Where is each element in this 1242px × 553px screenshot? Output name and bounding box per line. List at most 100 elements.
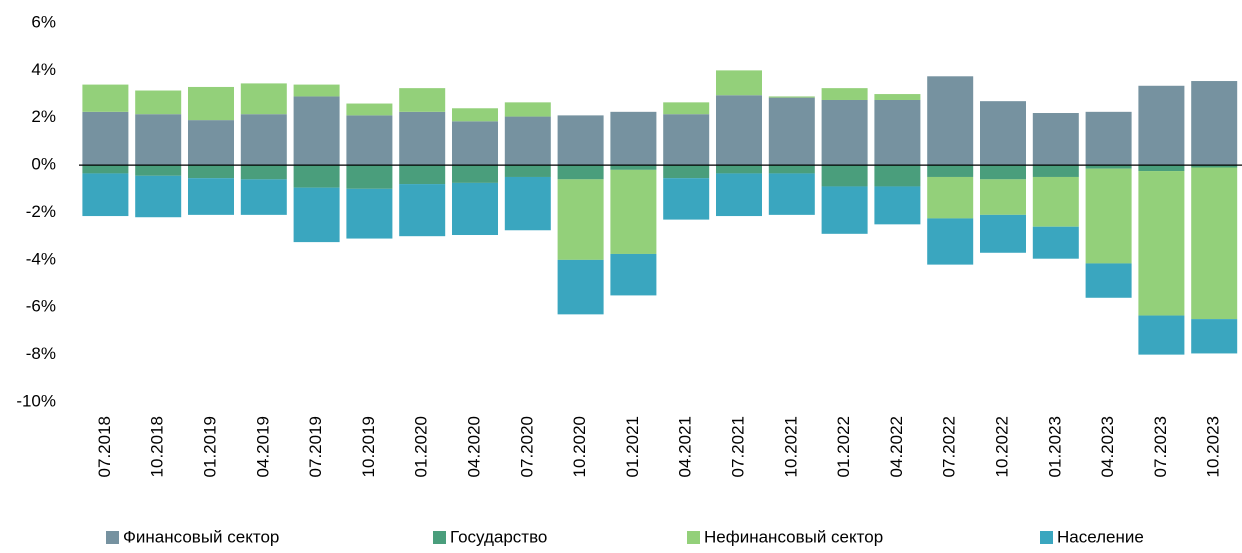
bar-segment bbox=[82, 111, 129, 166]
bar-segment bbox=[188, 120, 234, 166]
bar-segment bbox=[821, 88, 868, 100]
bar-segment bbox=[610, 111, 657, 166]
x-tick-label: 10.2019 bbox=[359, 416, 378, 477]
x-tick-label: 07.2021 bbox=[728, 416, 747, 477]
bar-segment bbox=[240, 83, 287, 115]
bar-segment bbox=[346, 103, 393, 116]
bar-segment bbox=[504, 102, 551, 117]
y-tick-label: 6% bbox=[31, 12, 56, 31]
bar-segment bbox=[293, 84, 340, 97]
bar-segment bbox=[399, 111, 446, 166]
bar-segment bbox=[293, 165, 340, 188]
bar-segment bbox=[927, 76, 974, 166]
bar-segment bbox=[1138, 85, 1185, 166]
bar-segment bbox=[610, 165, 657, 170]
bar-segment bbox=[716, 173, 762, 217]
bar-segment bbox=[557, 165, 604, 180]
bar-segment bbox=[1138, 165, 1185, 172]
bar-segment bbox=[927, 176, 974, 219]
bar-segment bbox=[399, 88, 446, 112]
bar-segment bbox=[1085, 165, 1132, 169]
bar-segment bbox=[557, 115, 604, 166]
bar-segment bbox=[1032, 113, 1079, 166]
bar-segment bbox=[663, 102, 710, 115]
bar-segment bbox=[1085, 111, 1132, 166]
x-tick-label: 04.2019 bbox=[253, 416, 272, 477]
bar-segment bbox=[980, 101, 1026, 166]
bar-segment bbox=[1032, 226, 1079, 259]
bar-segment bbox=[452, 108, 498, 122]
bar-segment bbox=[135, 90, 182, 115]
bar-segment bbox=[135, 114, 182, 166]
bar-segment bbox=[610, 253, 657, 296]
bar-segment bbox=[1032, 176, 1079, 227]
bar-segment bbox=[504, 116, 551, 166]
bar-segment bbox=[346, 115, 393, 166]
bar-segment bbox=[874, 186, 921, 225]
bar-segment bbox=[821, 186, 868, 234]
x-tick-label: 07.2022 bbox=[940, 416, 959, 477]
legend-swatch bbox=[687, 531, 700, 544]
x-tick-label: 10.2020 bbox=[570, 416, 589, 477]
bar-segment bbox=[240, 179, 287, 215]
bar-segment bbox=[293, 96, 340, 166]
x-tick-label: 01.2022 bbox=[834, 416, 853, 477]
x-tick-label: 01.2023 bbox=[1045, 416, 1064, 477]
bar-segment bbox=[874, 99, 921, 166]
x-tick-label: 07.2019 bbox=[306, 416, 325, 477]
bar-segment bbox=[716, 70, 762, 96]
x-tick-label: 10.2021 bbox=[781, 416, 800, 477]
bar-segment bbox=[346, 188, 393, 239]
legend-label: Нефинансовый сектор bbox=[704, 527, 883, 546]
bar-segment bbox=[1191, 319, 1238, 354]
bar-segment bbox=[874, 165, 921, 187]
bar-segment bbox=[452, 121, 498, 166]
bar-segment bbox=[716, 165, 762, 174]
bar-segment bbox=[1085, 168, 1132, 264]
bar-segment bbox=[663, 165, 710, 179]
y-tick-label: 4% bbox=[31, 60, 56, 79]
y-tick-label: -2% bbox=[26, 202, 56, 221]
bar-segment bbox=[452, 165, 498, 183]
bar-segment bbox=[346, 165, 393, 189]
bar-segment bbox=[1191, 165, 1238, 168]
x-tick-label: 01.2021 bbox=[623, 416, 642, 477]
bar-segment bbox=[1032, 165, 1079, 177]
legend-label: Население bbox=[1057, 527, 1144, 546]
x-tick-label: 07.2023 bbox=[1151, 416, 1170, 477]
bar-segment bbox=[874, 94, 921, 100]
bar-segment bbox=[663, 178, 710, 220]
bar-segment bbox=[82, 173, 129, 217]
bar-segment bbox=[821, 165, 868, 187]
x-tick-label: 04.2021 bbox=[676, 416, 695, 477]
bar-segment bbox=[399, 165, 446, 185]
x-tick-label: 04.2020 bbox=[464, 416, 483, 477]
x-tick-label: 04.2022 bbox=[887, 416, 906, 477]
legend-label: Финансовый сектор bbox=[123, 527, 279, 546]
bar-segment bbox=[1138, 171, 1185, 316]
bar-segment bbox=[240, 114, 287, 166]
y-tick-label: 0% bbox=[31, 155, 56, 174]
x-tick-label: 01.2019 bbox=[200, 416, 219, 477]
bar-segment bbox=[135, 165, 182, 176]
x-tick-label: 07.2018 bbox=[95, 416, 114, 477]
legend-swatch bbox=[106, 531, 119, 544]
y-tick-label: -10% bbox=[16, 391, 56, 410]
bar-segment bbox=[557, 259, 604, 315]
bar-segment bbox=[399, 184, 446, 237]
bar-segment bbox=[1191, 167, 1238, 320]
legend-swatch bbox=[1040, 531, 1053, 544]
bar-segment bbox=[1191, 81, 1238, 166]
x-tick-label: 04.2023 bbox=[1098, 416, 1117, 477]
bar-segment bbox=[821, 99, 868, 166]
y-tick-label: 2% bbox=[31, 107, 56, 126]
bar-segment bbox=[240, 165, 287, 180]
bar-segment bbox=[980, 214, 1026, 253]
bar-segment bbox=[768, 96, 815, 98]
bar-segment bbox=[188, 178, 234, 215]
bar-segment bbox=[1138, 315, 1185, 355]
bar-segment bbox=[610, 169, 657, 254]
bar-segment bbox=[293, 187, 340, 243]
bar-segment bbox=[188, 165, 234, 179]
